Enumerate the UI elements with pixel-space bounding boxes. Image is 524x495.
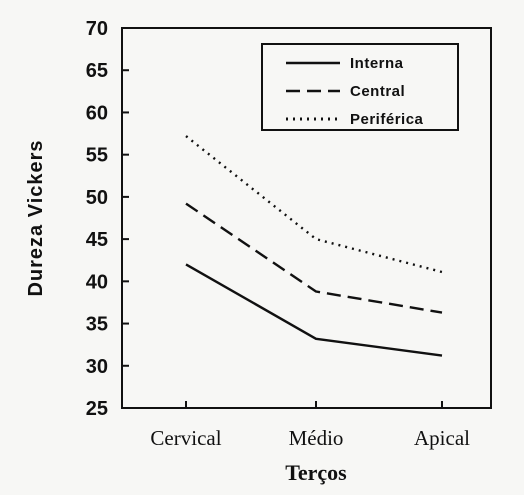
legend-box (261, 43, 459, 131)
y-tick-label: 55 (86, 145, 108, 167)
legend-label: Interna (350, 55, 404, 72)
y-axis: 25 30 35 40 45 50 55 60 65 70 (86, 18, 129, 420)
y-axis-title: Dureza Vickers (25, 139, 47, 296)
y-tick-label: 45 (86, 229, 108, 251)
y-tick-label: 60 (86, 102, 108, 124)
legend: Interna Central Periférica (261, 43, 459, 131)
x-tick-label: Cervical (150, 426, 221, 450)
series-line-central (185, 202, 443, 314)
legend-label: Periférica (350, 111, 424, 128)
legend-label: Central (350, 83, 405, 100)
y-tick-label: 30 (86, 356, 108, 378)
y-tick-label: 70 (86, 18, 108, 40)
x-axis-title: Terços (285, 460, 347, 485)
series-line-interna (185, 263, 443, 357)
x-tick-label: Apical (414, 426, 470, 450)
series-layer (185, 135, 443, 357)
series-line-periferica (185, 135, 443, 274)
y-tick-label: 65 (86, 60, 108, 82)
plot-frame (121, 27, 492, 409)
x-tick-label: Médio (289, 426, 344, 450)
x-axis: Cervical Médio Apical (150, 401, 470, 450)
y-tick-label: 35 (86, 314, 108, 336)
y-tick-label: 25 (86, 398, 108, 420)
y-tick-label: 40 (86, 271, 108, 293)
y-tick-label: 50 (86, 187, 108, 209)
